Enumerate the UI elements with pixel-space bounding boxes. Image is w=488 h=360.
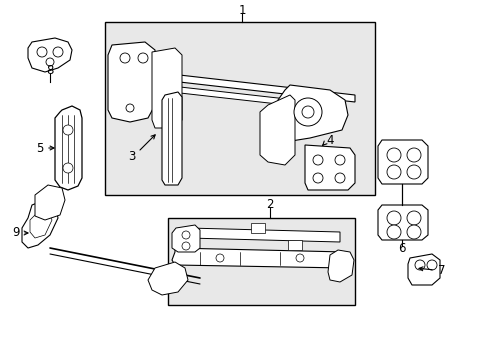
Circle shape xyxy=(426,260,436,270)
Circle shape xyxy=(386,165,400,179)
Polygon shape xyxy=(407,254,439,285)
Circle shape xyxy=(414,260,424,270)
Circle shape xyxy=(37,47,47,57)
Circle shape xyxy=(216,254,224,262)
Circle shape xyxy=(334,155,345,165)
Circle shape xyxy=(46,58,54,66)
Bar xyxy=(168,218,354,305)
Circle shape xyxy=(334,173,345,183)
Text: 7: 7 xyxy=(437,264,445,276)
Polygon shape xyxy=(187,228,339,242)
Circle shape xyxy=(126,104,134,112)
Circle shape xyxy=(63,163,73,173)
Text: 8: 8 xyxy=(46,63,54,77)
Text: 1: 1 xyxy=(238,4,245,17)
Text: 4: 4 xyxy=(325,134,333,147)
Polygon shape xyxy=(30,212,52,238)
Circle shape xyxy=(312,155,323,165)
Circle shape xyxy=(182,231,190,239)
Polygon shape xyxy=(305,145,354,190)
Polygon shape xyxy=(172,248,347,268)
Polygon shape xyxy=(108,42,155,122)
Circle shape xyxy=(302,106,313,118)
Polygon shape xyxy=(162,92,182,185)
Polygon shape xyxy=(152,48,182,128)
Circle shape xyxy=(406,148,420,162)
Polygon shape xyxy=(35,185,65,220)
Polygon shape xyxy=(118,68,354,102)
Circle shape xyxy=(138,53,148,63)
Polygon shape xyxy=(148,262,187,295)
Circle shape xyxy=(295,254,304,262)
Circle shape xyxy=(182,242,190,250)
Bar xyxy=(105,22,374,195)
Text: 9: 9 xyxy=(12,226,20,239)
Circle shape xyxy=(406,165,420,179)
Circle shape xyxy=(406,211,420,225)
Text: 5: 5 xyxy=(36,141,43,154)
Text: 3: 3 xyxy=(128,150,135,163)
Polygon shape xyxy=(260,95,294,165)
Circle shape xyxy=(120,53,130,63)
Polygon shape xyxy=(278,85,347,142)
Polygon shape xyxy=(250,223,264,233)
Polygon shape xyxy=(377,205,427,240)
Polygon shape xyxy=(327,250,353,282)
Circle shape xyxy=(386,225,400,239)
Text: 6: 6 xyxy=(397,242,405,255)
Polygon shape xyxy=(22,200,58,248)
Polygon shape xyxy=(287,240,302,250)
Circle shape xyxy=(386,148,400,162)
Polygon shape xyxy=(118,80,339,111)
Circle shape xyxy=(293,98,321,126)
Polygon shape xyxy=(377,140,427,184)
Circle shape xyxy=(63,125,73,135)
Circle shape xyxy=(53,47,63,57)
Text: 2: 2 xyxy=(265,198,273,211)
Polygon shape xyxy=(55,106,82,190)
Circle shape xyxy=(386,211,400,225)
Circle shape xyxy=(312,173,323,183)
Polygon shape xyxy=(28,38,72,72)
Polygon shape xyxy=(172,225,200,252)
Circle shape xyxy=(406,225,420,239)
